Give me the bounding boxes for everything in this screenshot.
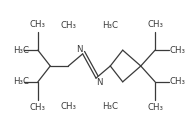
Text: N: N (76, 45, 82, 54)
Text: CH₃: CH₃ (60, 21, 76, 30)
Text: H₃C: H₃C (13, 77, 29, 86)
Text: H₃C: H₃C (102, 21, 118, 30)
Text: CH₃: CH₃ (147, 103, 163, 112)
Text: CH₃: CH₃ (30, 20, 46, 29)
Text: CH₃: CH₃ (169, 77, 185, 86)
Text: CH₃: CH₃ (30, 103, 46, 112)
Text: CH₃: CH₃ (60, 102, 76, 111)
Text: N: N (96, 78, 103, 87)
Text: H₃C: H₃C (102, 102, 118, 111)
Text: H₃C: H₃C (13, 46, 29, 55)
Text: CH₃: CH₃ (147, 20, 163, 29)
Text: CH₃: CH₃ (169, 46, 185, 55)
